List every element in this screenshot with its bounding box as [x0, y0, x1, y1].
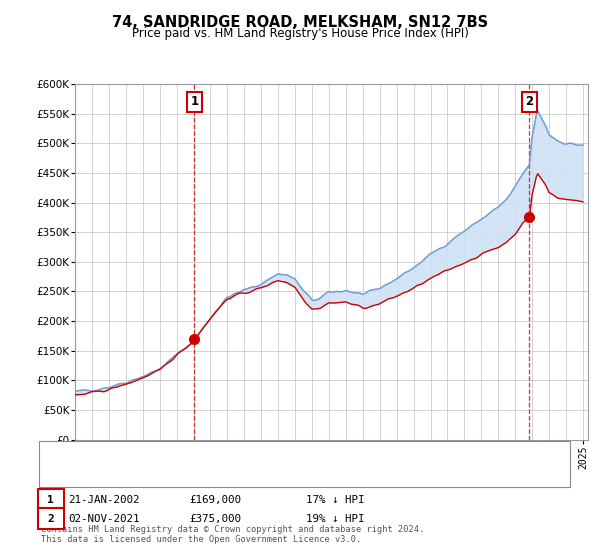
Text: 02-NOV-2021: 02-NOV-2021 — [68, 514, 139, 524]
Text: Contains HM Land Registry data © Crown copyright and database right 2024.
This d: Contains HM Land Registry data © Crown c… — [41, 525, 424, 544]
Text: 2: 2 — [526, 95, 533, 108]
Text: £169,000: £169,000 — [189, 494, 241, 505]
Text: 1: 1 — [190, 95, 199, 108]
Text: Price paid vs. HM Land Registry's House Price Index (HPI): Price paid vs. HM Land Registry's House … — [131, 27, 469, 40]
Text: 17% ↓ HPI: 17% ↓ HPI — [306, 494, 365, 505]
Text: 19% ↓ HPI: 19% ↓ HPI — [306, 514, 365, 524]
Text: £375,000: £375,000 — [189, 514, 241, 524]
Text: ——: —— — [51, 466, 79, 480]
Text: 1: 1 — [47, 494, 54, 505]
Text: HPI: Average price, detached house, Wiltshire: HPI: Average price, detached house, Wilt… — [81, 469, 351, 478]
Text: 74, SANDRIDGE ROAD, MELKSHAM, SN12 7BS (detached house): 74, SANDRIDGE ROAD, MELKSHAM, SN12 7BS (… — [81, 450, 411, 460]
Text: 74, SANDRIDGE ROAD, MELKSHAM, SN12 7BS: 74, SANDRIDGE ROAD, MELKSHAM, SN12 7BS — [112, 15, 488, 30]
Text: ——: —— — [51, 448, 79, 462]
Text: 2: 2 — [47, 514, 54, 524]
Text: 21-JAN-2002: 21-JAN-2002 — [68, 494, 139, 505]
